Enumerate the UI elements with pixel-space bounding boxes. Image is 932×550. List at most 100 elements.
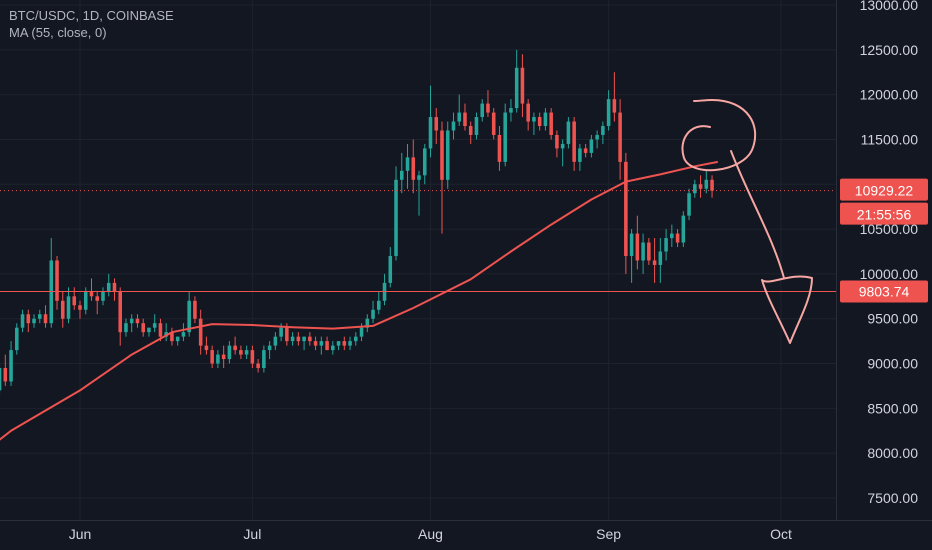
candle[interactable] <box>262 345 266 373</box>
candle[interactable] <box>60 291 65 328</box>
candle[interactable] <box>101 287 105 306</box>
candle[interactable] <box>710 175 714 198</box>
candle[interactable] <box>216 350 220 369</box>
candle[interactable] <box>681 211 686 248</box>
candle[interactable] <box>267 341 272 360</box>
hand-drawn-annotation[interactable] <box>681 98 813 344</box>
candle[interactable] <box>9 341 13 386</box>
candle[interactable] <box>445 121 450 189</box>
candle[interactable] <box>152 314 157 333</box>
candle[interactable] <box>204 336 209 355</box>
candle[interactable] <box>451 112 456 140</box>
candle[interactable] <box>440 121 444 234</box>
candle[interactable] <box>509 99 513 122</box>
price-axis[interactable]: 7500.00 8000.00 8500.00 9000.00 9500.00 10000… <box>836 0 932 550</box>
candle[interactable] <box>198 309 203 355</box>
candle[interactable] <box>175 336 180 346</box>
candle[interactable] <box>239 345 243 360</box>
candle[interactable] <box>250 345 255 369</box>
candle[interactable] <box>365 314 370 333</box>
candle[interactable] <box>693 179 697 198</box>
indicator-label[interactable]: MA (55, close, 0) <box>9 25 107 40</box>
candle[interactable] <box>629 229 634 283</box>
candle[interactable] <box>336 341 341 351</box>
candle[interactable] <box>20 309 25 333</box>
candle[interactable] <box>32 314 36 328</box>
candle[interactable] <box>112 278 117 301</box>
moving-average-line[interactable] <box>0 160 718 476</box>
candle[interactable] <box>0 363 2 395</box>
candle[interactable] <box>480 99 484 122</box>
candle[interactable] <box>601 121 605 144</box>
candle[interactable] <box>273 332 278 351</box>
candle[interactable] <box>560 139 565 167</box>
candle[interactable] <box>170 327 174 346</box>
candle[interactable] <box>549 108 553 140</box>
candle[interactable] <box>325 336 329 351</box>
time-axis[interactable]: Jun Jul Aug Sep Oct <box>0 520 932 550</box>
candle[interactable] <box>675 229 680 248</box>
candle[interactable] <box>624 152 628 274</box>
candle[interactable] <box>670 224 674 248</box>
candle[interactable] <box>313 336 318 351</box>
candle[interactable] <box>572 117 576 171</box>
candle[interactable] <box>181 323 186 342</box>
candle[interactable] <box>566 117 571 149</box>
candle[interactable] <box>405 143 410 189</box>
candle[interactable] <box>43 305 48 328</box>
candle[interactable] <box>543 108 548 131</box>
candle[interactable] <box>411 139 416 194</box>
candle[interactable] <box>227 341 232 364</box>
candle[interactable] <box>463 103 467 131</box>
candle[interactable] <box>233 336 237 355</box>
candle[interactable] <box>141 318 145 337</box>
candle[interactable] <box>526 99 530 131</box>
candle[interactable] <box>595 130 599 149</box>
candle[interactable] <box>417 170 421 216</box>
candle[interactable] <box>354 332 358 346</box>
candle[interactable] <box>49 238 54 328</box>
candle[interactable] <box>468 121 473 144</box>
candle[interactable] <box>244 345 249 360</box>
candle[interactable] <box>428 85 433 158</box>
candle[interactable] <box>348 336 352 351</box>
candle[interactable] <box>72 287 77 310</box>
candle[interactable] <box>89 278 94 301</box>
candle[interactable] <box>647 238 651 265</box>
candle[interactable] <box>491 108 496 140</box>
candle[interactable] <box>698 175 703 198</box>
candle[interactable] <box>589 134 594 158</box>
candle[interactable] <box>555 130 559 158</box>
candle[interactable] <box>394 166 398 261</box>
candle[interactable] <box>371 300 375 324</box>
candle[interactable] <box>66 287 71 324</box>
candle[interactable] <box>618 99 622 180</box>
candle[interactable] <box>129 314 134 333</box>
candle[interactable] <box>583 143 588 158</box>
candle[interactable] <box>422 143 427 185</box>
candle[interactable] <box>399 152 404 194</box>
candle[interactable] <box>55 255 59 310</box>
candle[interactable] <box>302 336 306 351</box>
candle[interactable] <box>652 238 657 283</box>
candle[interactable] <box>342 336 347 351</box>
candle[interactable] <box>635 215 640 270</box>
candle[interactable] <box>578 143 582 171</box>
candle[interactable] <box>221 345 226 369</box>
candle[interactable] <box>388 247 393 288</box>
candle[interactable] <box>474 112 479 140</box>
candle[interactable] <box>118 287 123 346</box>
candle[interactable] <box>606 90 611 131</box>
candle[interactable] <box>78 300 82 319</box>
candle[interactable] <box>164 323 168 342</box>
candle[interactable] <box>664 229 668 261</box>
candle[interactable] <box>687 188 691 221</box>
symbol-title[interactable]: BTC/USDC, 1D, COINBASE <box>9 8 174 23</box>
candle[interactable] <box>457 94 462 127</box>
candle[interactable] <box>520 54 525 118</box>
candle[interactable] <box>641 233 645 274</box>
candles[interactable] <box>0 49 714 395</box>
candle[interactable] <box>503 103 507 167</box>
candle[interactable] <box>3 354 8 386</box>
